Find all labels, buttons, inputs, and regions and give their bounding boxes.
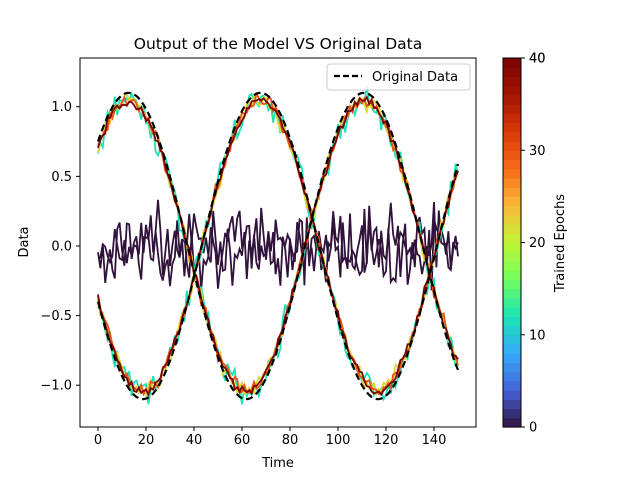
x-tick-label: 80 [282,433,299,448]
colorbar-band [503,177,521,188]
colorbar-bands [503,58,521,428]
colorbar-band [503,205,521,216]
colorbar-band [503,399,521,410]
chart-title: Output of the Model VS Original Data [134,35,422,53]
colorbar-band [503,279,521,290]
y-tick-label: 0.0 [51,239,72,254]
colorbar-band [503,417,521,428]
series-epoch-30-curve-2 [97,91,459,397]
x-tick-label: 100 [326,433,351,448]
colorbar-tick-label: 10 [529,328,546,343]
colorbar-tick-label-top-extra: 40 [529,52,546,67]
colorbar-band [503,297,521,308]
colorbar-band [503,307,521,317]
colorbar-band [503,288,521,299]
legend-label-original-data: Original Data [372,70,458,85]
colorbar-band [503,104,521,114]
colorbar-band [503,196,521,207]
colorbar-band [503,390,521,400]
colorbar-band [503,85,521,96]
colorbar-band [503,334,521,345]
colorbar-band [503,251,521,262]
x-axis-label: Time [261,456,294,471]
x-axis: 0 20 40 60 80 100 120 140 [94,427,447,448]
x-tick-label: 120 [374,433,399,448]
colorbar-band [503,58,521,68]
y-axis: −1.0 −0.5 0.0 0.5 1.0 [40,100,80,394]
colorbar-band [503,224,521,234]
colorbar-band [503,242,521,253]
colorbar-band [503,343,521,354]
colorbar-band [503,233,521,244]
colorbar-band [503,150,521,161]
plot-area: 0 20 40 60 80 100 120 140 −1.0 −0.5 0.0 0.5 1.0 [40,57,477,448]
colorbar-band [503,94,521,105]
legend: Original Data [326,63,471,91]
colorbar-band [503,380,521,391]
x-tick-label: 140 [422,433,447,448]
colorbar-band [503,270,521,280]
colorbar-tick-label: 20 [529,236,546,251]
colorbar-band [503,214,521,225]
colorbar-band [503,131,521,142]
colorbar-band [503,260,521,271]
colorbar-band [503,76,521,87]
x-tick-label: 60 [234,433,251,448]
colorbar-band [503,67,521,78]
colorbar-tick-label: 40 [529,52,546,67]
series-layer [96,85,460,405]
colorbar-band [503,316,521,327]
y-tick-label: −1.0 [40,379,72,394]
colorbar-band [503,168,521,179]
y-axis-label: Data [17,226,32,257]
x-tick-label: 0 [94,433,102,448]
series-epoch-0-line-2 [97,202,459,291]
series-epoch-40-curve-2 [97,96,459,397]
colorbar-label: Trained Epochs [553,194,568,293]
colorbar-tick-label: 0 [529,421,537,436]
series-epoch-40-curve-1 [97,95,459,396]
colorbar-band [503,187,521,197]
colorbar-band [503,141,521,151]
colorbar-band [503,325,521,336]
colorbar-band [503,408,521,419]
legend-box [326,63,471,91]
colorbar-band [503,371,521,382]
colorbar-tick-label: 30 [529,144,546,159]
plot-frame [79,57,477,428]
y-tick-label: 0.5 [51,170,72,185]
colorbar-band [503,159,521,170]
x-tick-label: 20 [138,433,155,448]
colorbar-band [503,362,521,373]
colorbar-band [503,113,521,124]
colorbar-band [503,122,521,133]
x-tick-label: 40 [186,433,203,448]
original-data-curve-1 [96,91,460,401]
y-tick-label: 1.0 [51,100,72,115]
y-tick-label: −0.5 [40,309,72,324]
colorbar-band [503,353,521,364]
